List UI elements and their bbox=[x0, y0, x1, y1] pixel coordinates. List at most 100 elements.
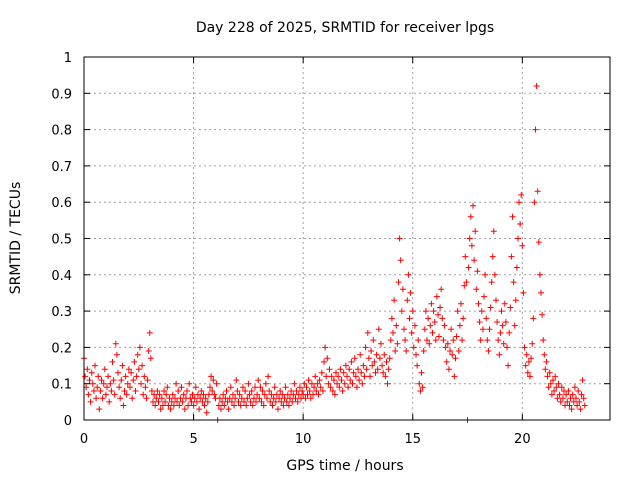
data-point bbox=[277, 388, 284, 394]
data-point bbox=[364, 329, 371, 336]
data-point bbox=[513, 264, 520, 271]
data-point bbox=[431, 319, 438, 325]
data-point bbox=[200, 391, 207, 398]
data-point bbox=[532, 126, 539, 133]
data-point bbox=[493, 297, 499, 304]
data-point bbox=[169, 391, 176, 398]
data-point bbox=[318, 369, 325, 376]
data-point bbox=[375, 326, 382, 333]
data-point bbox=[308, 380, 315, 387]
y-tick-label: 0.1 bbox=[51, 378, 72, 393]
y-tick-label: 0.4 bbox=[51, 269, 72, 284]
data-point bbox=[550, 377, 556, 384]
data-point bbox=[467, 213, 474, 220]
data-point bbox=[528, 355, 535, 362]
data-point bbox=[504, 344, 510, 351]
data-point bbox=[530, 315, 537, 322]
data-point bbox=[540, 337, 547, 344]
data-point bbox=[414, 362, 421, 369]
data-point bbox=[502, 319, 509, 325]
data-point bbox=[512, 297, 519, 304]
data-point bbox=[411, 322, 418, 329]
data-point bbox=[443, 358, 450, 365]
data-point bbox=[533, 83, 540, 89]
data-point bbox=[542, 366, 549, 373]
data-point bbox=[342, 362, 349, 369]
x-tick-label: 20 bbox=[514, 432, 531, 447]
data-point bbox=[227, 384, 234, 391]
data-point bbox=[381, 351, 388, 358]
data-point bbox=[357, 351, 364, 358]
data-point bbox=[117, 395, 124, 402]
data-point bbox=[449, 351, 456, 358]
data-point bbox=[353, 384, 360, 391]
data-point bbox=[95, 373, 102, 380]
data-point bbox=[248, 388, 255, 394]
data-point bbox=[120, 402, 127, 409]
data-point bbox=[123, 391, 130, 398]
data-point bbox=[396, 235, 403, 242]
data-point bbox=[356, 377, 363, 384]
data-point bbox=[132, 388, 139, 394]
data-point bbox=[442, 344, 449, 351]
data-point bbox=[254, 391, 261, 398]
data-point bbox=[201, 402, 208, 409]
data-point bbox=[406, 315, 413, 322]
data-point bbox=[352, 373, 359, 380]
chart-title: Day 228 of 2025, SRMTID for receiver lpg… bbox=[196, 20, 494, 36]
data-point bbox=[82, 373, 89, 380]
data-point bbox=[243, 402, 250, 409]
data-point bbox=[448, 326, 455, 333]
data-point bbox=[84, 366, 91, 373]
data-point bbox=[246, 391, 253, 398]
data-point bbox=[210, 377, 217, 384]
data-point bbox=[459, 337, 466, 344]
data-point bbox=[505, 362, 512, 369]
data-point bbox=[384, 380, 391, 387]
data-point bbox=[543, 358, 550, 365]
data-point bbox=[313, 388, 320, 394]
data-point bbox=[264, 395, 270, 402]
data-point bbox=[574, 402, 581, 409]
data-point bbox=[221, 402, 228, 409]
data-point bbox=[445, 366, 452, 373]
data-point bbox=[524, 369, 531, 376]
data-point bbox=[307, 395, 314, 402]
data-point bbox=[479, 326, 486, 333]
data-point bbox=[451, 373, 458, 380]
data-point bbox=[235, 398, 242, 405]
data-point bbox=[579, 377, 586, 384]
data-point bbox=[394, 340, 401, 347]
data-point bbox=[416, 380, 423, 387]
data-point bbox=[575, 388, 582, 394]
data-point bbox=[244, 395, 251, 402]
y-tick-label: 1 bbox=[64, 51, 72, 66]
data-point bbox=[288, 388, 295, 394]
data-point bbox=[97, 388, 104, 394]
data-point bbox=[213, 380, 220, 387]
data-point bbox=[225, 406, 232, 413]
data-point bbox=[506, 329, 513, 336]
data-point bbox=[189, 391, 196, 398]
data-point bbox=[371, 358, 378, 365]
data-point bbox=[136, 344, 143, 351]
data-point bbox=[303, 384, 310, 391]
data-point bbox=[314, 380, 321, 387]
data-point bbox=[361, 373, 368, 380]
data-point bbox=[287, 395, 293, 402]
data-point bbox=[334, 380, 341, 387]
data-point bbox=[335, 373, 342, 380]
data-point bbox=[432, 337, 439, 344]
data-point bbox=[553, 384, 560, 391]
data-point bbox=[417, 388, 424, 394]
data-point bbox=[555, 380, 562, 387]
data-point bbox=[517, 221, 524, 227]
data-point bbox=[465, 264, 472, 271]
data-point bbox=[157, 406, 164, 413]
data-point bbox=[134, 351, 141, 358]
data-point bbox=[88, 369, 95, 376]
data-point bbox=[148, 388, 155, 394]
data-point bbox=[454, 308, 461, 315]
data-point bbox=[554, 395, 561, 402]
data-point bbox=[104, 384, 110, 391]
